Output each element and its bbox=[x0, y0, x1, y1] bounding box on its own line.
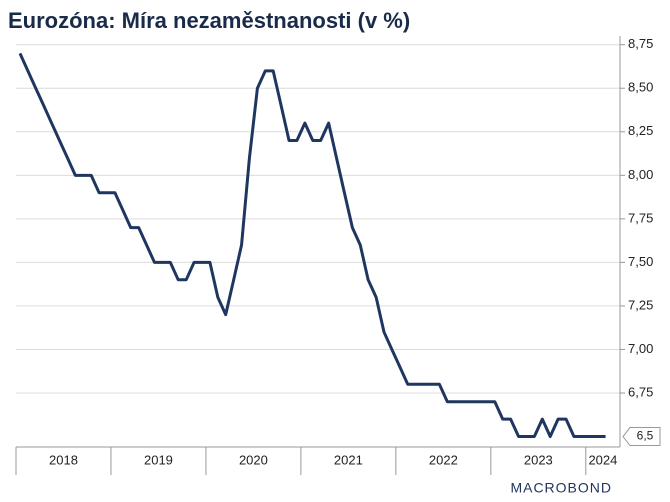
value-label-box bbox=[622, 427, 661, 447]
y-tick-label: 7,50 bbox=[628, 254, 653, 269]
value-label: 6,5 bbox=[637, 429, 654, 443]
chart-title: Eurozóna: Míra nezaměstnanosti (v %) bbox=[8, 8, 410, 33]
x-tick-label: 2021 bbox=[334, 452, 363, 467]
y-tick-label: 7,75 bbox=[628, 210, 653, 225]
y-tick-label: 7,25 bbox=[628, 297, 653, 312]
y-tick-label: 8,75 bbox=[628, 36, 653, 51]
y-tick-label: 7,00 bbox=[628, 341, 653, 356]
line-series bbox=[18, 52, 606, 439]
x-tick-label: 2019 bbox=[144, 452, 173, 467]
x-tick-label: 2023 bbox=[524, 452, 553, 467]
y-tick-label: 8,00 bbox=[628, 167, 653, 182]
x-tick-label: 2024 bbox=[588, 452, 617, 467]
x-tick-label: 2022 bbox=[429, 452, 458, 467]
y-tick-label: 6,75 bbox=[628, 384, 653, 399]
x-tick-label: 2020 bbox=[239, 452, 268, 467]
x-tick-label: 2018 bbox=[49, 452, 78, 467]
y-tick-label: 8,50 bbox=[628, 80, 653, 95]
source-logo: MACROBOND bbox=[510, 480, 612, 496]
y-tick-label: 8,25 bbox=[628, 123, 653, 138]
